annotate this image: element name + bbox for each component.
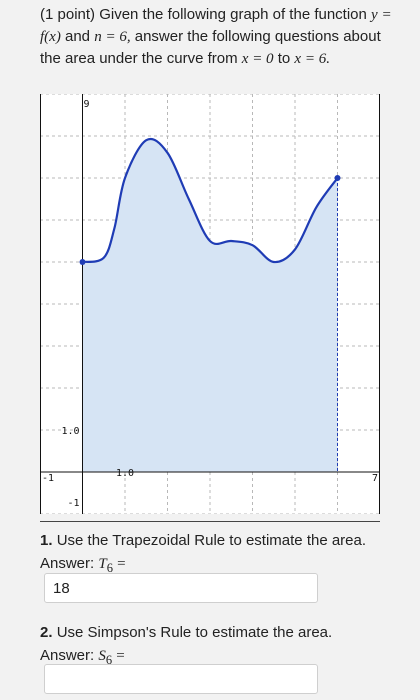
graph-axes bbox=[40, 94, 380, 514]
function-graph: 9 1.0 1.0 -1 7 -1 bbox=[39, 93, 381, 515]
graph-svg: 9 1.0 1.0 -1 7 -1 bbox=[39, 93, 381, 515]
answer-2-symbol: S bbox=[98, 648, 106, 664]
function-curve bbox=[82, 137, 339, 264]
x-max-label: 7 bbox=[372, 473, 378, 484]
answer-1-equals: = bbox=[117, 556, 126, 572]
area-under-curve bbox=[82, 138, 338, 473]
simpson-answer-input[interactable] bbox=[44, 664, 318, 694]
question-2-prompt: Use Simpson's Rule to estimate the area. bbox=[56, 624, 333, 641]
question-2-text: 2. Use Simpson's Rule to estimate the ar… bbox=[40, 622, 400, 643]
question-1-prompt: Use the Trapezoidal Rule to estimate the… bbox=[56, 532, 367, 549]
answer-1-line: Answer: T6 = bbox=[40, 553, 400, 579]
prompt-function: y = f(x) bbox=[40, 7, 392, 45]
start-point bbox=[79, 259, 86, 265]
question-trapezoidal: 1. Use the Trapezoidal Rule to estimate … bbox=[40, 530, 400, 579]
answer-1-subscript: 6 bbox=[106, 561, 113, 575]
answer-2-subscript: 6 bbox=[105, 653, 113, 667]
answer-2-label: Answer: bbox=[40, 647, 95, 664]
answer-2-line: Answer: S6 = bbox=[40, 645, 400, 671]
section-divider bbox=[40, 521, 380, 522]
prompt-prefix: (1 point) Given the following graph of t… bbox=[40, 6, 367, 23]
question-1-text: 1. Use the Trapezoidal Rule to estimate … bbox=[40, 530, 400, 551]
question-1-number: 1. bbox=[40, 532, 53, 549]
prompt-from: x = 0 bbox=[241, 51, 274, 67]
prompt-to: to bbox=[277, 50, 291, 67]
question-2-number: 2. bbox=[40, 624, 53, 641]
prompt-and: and bbox=[65, 28, 91, 45]
answer-1-label: Answer: bbox=[40, 555, 95, 572]
answer-1-symbol: T bbox=[98, 556, 107, 572]
prompt-to-value: x = 6. bbox=[294, 51, 330, 67]
answer-2-equals: = bbox=[116, 648, 125, 664]
y-min-label: -1 bbox=[67, 498, 79, 509]
prompt-n: n = 6, bbox=[94, 29, 131, 45]
x-min-label: -1 bbox=[42, 473, 54, 484]
problem-statement: (1 point) Given the following graph of t… bbox=[40, 4, 405, 70]
end-point bbox=[334, 175, 341, 181]
question-simpson: 2. Use Simpson's Rule to estimate the ar… bbox=[40, 622, 400, 671]
y-max-label: 9 bbox=[84, 99, 90, 110]
x-one-label: 1.0 bbox=[116, 468, 134, 479]
trapezoidal-answer-input[interactable]: 18 bbox=[44, 573, 318, 603]
y-one-label: 1.0 bbox=[61, 426, 79, 437]
prompt-rest: answer the following questions about the… bbox=[40, 28, 381, 67]
